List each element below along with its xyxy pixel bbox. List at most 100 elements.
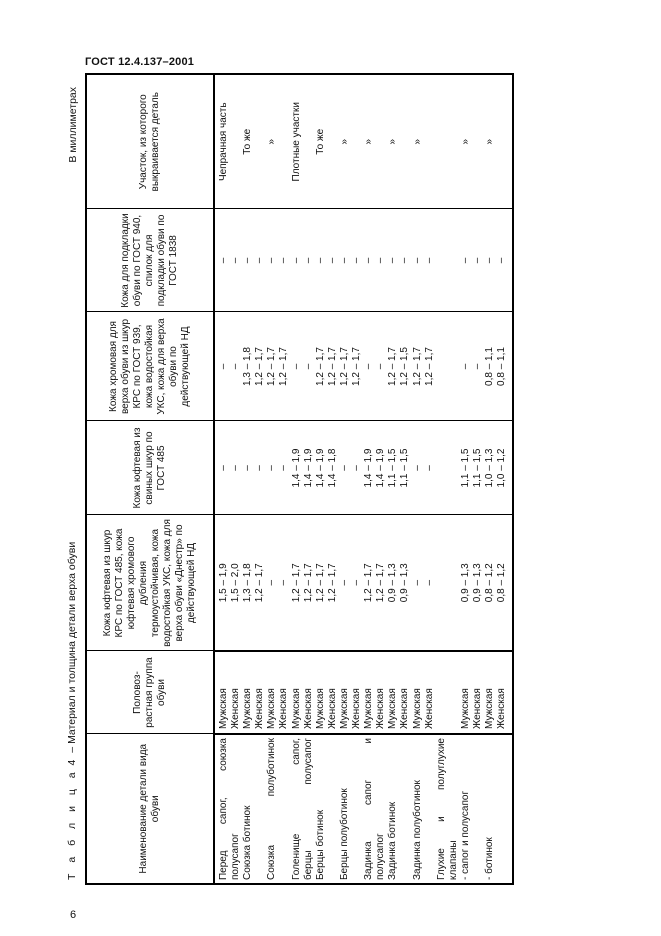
- table-cell: Мужская: [387, 651, 400, 734]
- table-cell: –: [326, 209, 339, 312]
- document-code: ГОСТ 12.4.137–2001: [85, 56, 195, 68]
- table-cell: 0,9 – 1,3: [399, 515, 412, 651]
- table-cell: - сапог и полусапог: [459, 734, 472, 884]
- table-cell: Женская: [326, 651, 339, 734]
- table-cell: »: [484, 74, 497, 209]
- table-row: Голенище сапог, Мужская 1,2 – 1,7 1,4 – 1,9…: [290, 74, 303, 884]
- table-cell: Женская: [351, 651, 364, 734]
- table-cell: [496, 74, 514, 209]
- table-cell: –: [230, 421, 243, 515]
- table-cell: [278, 734, 291, 884]
- table-cell: –: [423, 209, 436, 312]
- table-body: Перед сапог, союзка Мужская 1,5 – 1,9– – – Че…: [214, 74, 514, 884]
- table-cell: [496, 734, 514, 884]
- table-cell: [447, 651, 460, 734]
- table-cell: 1,2 – 1,7: [423, 312, 436, 421]
- table-cell: –: [338, 209, 352, 312]
- table-cell: 1,2 – 1,7: [363, 515, 376, 651]
- table-cell: 1,2 – 1,7: [254, 312, 267, 421]
- table-cell: [447, 312, 460, 421]
- table-cell: 1,3 – 1,8: [242, 312, 255, 421]
- table-cell: 1,2 – 1,7: [387, 312, 400, 421]
- table-cell: 0,8 – 1,2: [484, 515, 497, 651]
- table-cell: –: [278, 209, 291, 312]
- table-cell: Берцы ботинок: [314, 734, 327, 884]
- table-cell: Глухие и полуглухие: [435, 734, 448, 884]
- table-cell: 0,8 – 1,1: [496, 312, 514, 421]
- table-cell: [435, 651, 448, 734]
- column-header: Наименование детали вида обуви: [86, 734, 214, 884]
- table-cell: –: [411, 515, 424, 651]
- table-cell: [230, 74, 243, 209]
- table-cell: [302, 74, 315, 209]
- table-cell: [399, 734, 412, 884]
- table-row: Союзка полуботинок Мужская – –1,2 – 1,7–»: [266, 74, 279, 884]
- table-cell: 1,2 – 1,7: [266, 312, 279, 421]
- table-cell: [351, 74, 364, 209]
- table-row: Женская 0,9 – 1,3 1,1 – 1,5– –: [471, 74, 485, 884]
- table-cell: Мужская: [459, 651, 472, 734]
- table-cell: 0,8 – 1,1: [484, 312, 497, 421]
- table-cell: »: [387, 74, 400, 209]
- column-header: Кожа хромовая для верха обуви из шкур КР…: [86, 312, 214, 421]
- table-cell: 1,1 – 1,5: [459, 421, 472, 515]
- table-cell: [435, 312, 448, 421]
- table-cell: Женская: [230, 651, 243, 734]
- column-header: Участок, из которого выкраивается деталь: [86, 74, 214, 209]
- table-cell: –: [375, 209, 388, 312]
- caption-number: 4: [66, 755, 78, 766]
- table-row: Союзка ботинок Мужская 1,3 – 1,8–1,3 – 1,8…: [242, 74, 255, 884]
- table-row: Женская – –1,2 – 1,7–: [278, 74, 291, 884]
- table-cell: –: [214, 312, 231, 421]
- table-row: Задинка ботинок Мужская 0,9 – 1,3 1,1 – 1,5…: [387, 74, 400, 884]
- table-row: полусапог Женская 1,5 – 2,0– – –: [230, 74, 243, 884]
- table-cell: –: [302, 209, 315, 312]
- table-cell: 1,4 – 1,9: [302, 421, 315, 515]
- table-cell: –: [290, 209, 303, 312]
- table-cell: 1,4 – 1,9: [314, 421, 327, 515]
- table-row: Женская 0,8 – 1,2 1,0 – 1,2 0,8 – 1,1–: [496, 74, 514, 884]
- table-cell: Мужская: [411, 651, 424, 734]
- table-cell: 1,1 – 1,5: [387, 421, 400, 515]
- table-row: Женская 1,2 – 1,7 1,4 – 1,8 1,2 – 1,7–: [326, 74, 339, 884]
- table-cell: [423, 734, 436, 884]
- table-cell: Союзка полуботинок: [266, 734, 279, 884]
- table-cell: Женская: [278, 651, 291, 734]
- table-cell: 1,4 – 1,9: [375, 421, 388, 515]
- table-cell: [375, 74, 388, 209]
- table-cell: 1,2 – 1,5: [399, 312, 412, 421]
- table-cell: [471, 734, 485, 884]
- table-cell: 1,2 – 1,7: [278, 312, 291, 421]
- table-cell: [447, 515, 460, 651]
- table-cell: Женская: [496, 651, 514, 734]
- table-cell: –: [314, 209, 327, 312]
- table-cell: Мужская: [314, 651, 327, 734]
- table-cell: »: [266, 74, 279, 209]
- table-row: Женская – –1,2 – 1,7–: [423, 74, 436, 884]
- table-cell: [326, 734, 339, 884]
- table-row: Женская – –1,2 – 1,7–: [351, 74, 364, 884]
- units-note: В миллиметрах: [67, 87, 79, 163]
- table-cell: –: [290, 312, 303, 421]
- table-cell: 1,2 – 1,7: [326, 312, 339, 421]
- table-cell: 1,2 – 1,7: [375, 515, 388, 651]
- table-cell: клапаны: [447, 734, 460, 884]
- table-cell: [435, 515, 448, 651]
- table-row: Глухие и полуглухие: [435, 74, 448, 884]
- column-header: Кожа для подкладки обуви по ГОСТ 940, сп…: [86, 209, 214, 312]
- table-row: берцы полусапог Женская 1,2 – 1,7 1,4 – 1,9…: [302, 74, 315, 884]
- table-cell: Женская: [254, 651, 267, 734]
- table-cell: –: [254, 421, 267, 515]
- table-cell: 1,0 – 1,2: [496, 421, 514, 515]
- table-row: Берцы ботинок Мужская 1,2 – 1,7 1,4 – 1,9 1,…: [314, 74, 327, 884]
- table-cell: полусапог: [375, 734, 388, 884]
- table-cell: –: [459, 209, 472, 312]
- table-cell: –: [214, 209, 231, 312]
- table-cell: берцы полусапог: [302, 734, 315, 884]
- table-cell: –: [351, 209, 364, 312]
- table-cell: –: [471, 209, 485, 312]
- table-cell: 1,4 – 1,8: [326, 421, 339, 515]
- table-cell: –: [363, 312, 376, 421]
- table-cell: 1,3 – 1,8: [242, 515, 255, 651]
- table-row: Задинка полуботинок Мужская – –1,2 – 1,7–»: [411, 74, 424, 884]
